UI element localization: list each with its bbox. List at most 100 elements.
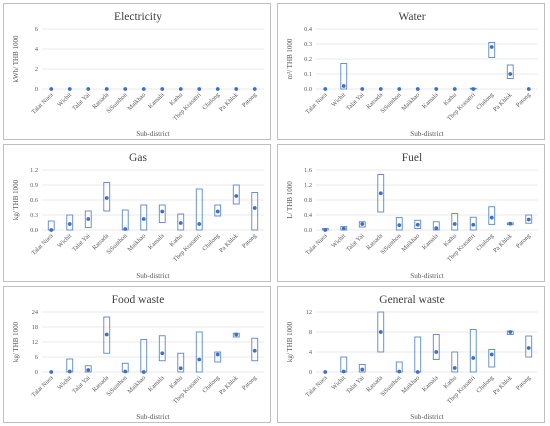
food-waste-ytick-label: 18: [32, 324, 38, 331]
electricity-chart: Electricity 0 2 4 6 kWh/ THB 1000 Talat Nuea Wi…: [12, 11, 264, 138]
gas-xtick-label: Kamala: [147, 232, 166, 251]
general-waste-title: General waste: [379, 294, 444, 306]
water-point-maikhao: [415, 87, 420, 91]
water-box-pa-khlok: [506, 64, 514, 79]
electricity-ytick-label: 0: [35, 86, 38, 93]
panel-general-waste: General waste 0 4 8 12 kg/ THB 1000 Talat Nuea…: [277, 286, 545, 423]
electricity-point-wichit: [67, 87, 72, 91]
gas-point-talat-yai: [86, 217, 91, 221]
food-waste-point-thep-krasattri: [197, 357, 202, 362]
gas-point-ratsada: [104, 196, 109, 200]
gas-xtick-label: Wichit: [56, 232, 73, 249]
electricity-xtick-label: SiSunthon: [105, 91, 129, 115]
fuel-xtick-label: Talat Nuea: [304, 232, 328, 256]
water-xtick-label: Wichit: [330, 91, 347, 108]
water-xtick-label: Maikhao: [400, 91, 421, 112]
panel-water: Water 0.0 0.1 0.2 0.3 0.4 m³/ THB 1000 Talat Nu…: [277, 3, 545, 140]
food-waste-box-chalong: [214, 351, 222, 363]
fuel-point-thep-krasattri: [471, 222, 476, 227]
gas-ytick-label: 0.9: [30, 182, 38, 189]
water-ylabel: m³/ THB 1000: [286, 38, 294, 79]
gas-xtick-label: Maikhao: [126, 232, 147, 253]
general-waste-box-chalong: [488, 349, 496, 368]
water-ytick-label: 0.2: [304, 56, 312, 63]
food-waste-box-talat-yai: [84, 365, 92, 373]
general-waste-box-ratsada: [377, 311, 385, 353]
water-title: Water: [398, 11, 425, 23]
electricity-point-kathu: [178, 87, 183, 91]
general-waste-xtick-label: Talat Yai: [345, 374, 366, 395]
fuel-xtick-label: Pa Khlok: [492, 232, 514, 254]
electricity-xtick-label: Talat Nuea: [30, 91, 54, 115]
food-waste-point-chalong: [215, 352, 220, 357]
gas-ylabel: kg/ THB 1000: [12, 179, 20, 220]
gas-xtick-label: Kathu: [168, 232, 184, 248]
gas-point-thep-krasattri: [197, 222, 202, 226]
water-xtick-label: Kathu: [442, 91, 458, 107]
fuel-point-talat-nuea: [323, 228, 328, 232]
general-waste-xtick-label: Kathu: [442, 374, 458, 390]
food-waste-xtick-label: Maikhao: [126, 374, 147, 395]
food-waste-xtick-label: Talat Yai: [71, 374, 92, 395]
general-waste-point-pa-khlok: [508, 330, 513, 334]
electricity-point-maikhao: [141, 87, 146, 91]
fuel-point-chalong: [489, 215, 494, 220]
water-ytick-label: 0.4: [304, 26, 313, 33]
water-ytick-label: 0.0: [304, 86, 312, 93]
general-waste-box-maikhao: [414, 336, 422, 373]
general-waste-xtick-label: Wichit: [330, 374, 347, 391]
food-waste-ytick-label: 24: [32, 309, 39, 316]
general-waste-xlabel: Sub-district: [410, 413, 444, 421]
food-waste-title: Food waste: [112, 294, 165, 306]
electricity-point-talat-nuea: [49, 87, 54, 91]
water-point-patong: [526, 87, 531, 91]
food-waste-xlabel: Sub-district: [136, 413, 170, 421]
fuel-ytick-label: 0.8: [304, 197, 312, 204]
food-waste-point-pa-khlok: [234, 332, 239, 337]
fuel-box-maikhao: [414, 219, 422, 229]
electricity-point-patong: [252, 87, 257, 91]
panel-fuel: Fuel 0.0 0.4 0.8 1.2 1.6 L/ THB 1000 Talat Nuea…: [277, 144, 545, 282]
electricity-ytick-label: 2: [35, 66, 38, 73]
water-box-wichit: [340, 63, 348, 90]
fuel-point-pa-khlok: [508, 221, 513, 226]
fuel-xtick-label: SiSunthon: [379, 232, 403, 256]
fuel-point-patong: [526, 217, 531, 222]
panel-electricity: Electricity 0 2 4 6 kWh/ THB 1000 Talat Nuea Wi…: [3, 3, 271, 140]
general-waste-box-kathu: [451, 351, 459, 373]
fuel-ytick-label: 1.2: [304, 182, 312, 189]
fuel-xtick-label: Patong: [515, 232, 533, 250]
fuel-xlabel: Sub-district: [410, 272, 444, 280]
electricity-xtick-label: Pa Khlok: [218, 91, 240, 113]
gas-ytick-label: 0.0: [30, 227, 38, 234]
general-waste-box-kamala: [432, 334, 440, 360]
general-waste-ytick-label: 4: [309, 349, 313, 356]
electricity-ylabel: kWh/ THB 1000: [12, 35, 20, 82]
food-waste-ylabel: kg/ THB 1000: [12, 321, 20, 362]
gas-box-pa-khlok: [232, 184, 240, 205]
water-xtick-label: Talat Yai: [345, 91, 366, 112]
gas-point-maikhao: [141, 217, 146, 221]
electricity-xtick-label: Kamala: [147, 91, 166, 110]
food-waste-xtick-label: Wichit: [56, 374, 73, 391]
food-waste-box-thep-krasattri: [195, 331, 203, 373]
general-waste-point-wichit: [341, 369, 346, 374]
gas-xlabel: Sub-district: [136, 272, 170, 280]
gas-point-patong: [252, 206, 257, 210]
fuel-point-talat-yai: [360, 222, 365, 226]
gas-ytick-label: 1.2: [30, 167, 38, 174]
fuel-box-sisunthon: [395, 217, 403, 231]
food-waste-point-wichit: [67, 369, 72, 374]
gas-title: Gas: [129, 152, 147, 164]
fuel-ytick-label: 1.6: [304, 167, 312, 174]
gas-box-thep-krasattri: [195, 188, 203, 231]
fuel-xtick-label: Kathu: [442, 232, 458, 248]
panel-gas: Gas 0.0 0.3 0.6 0.9 1.2 kg/ THB 1000 Talat Nuea…: [3, 144, 271, 282]
electricity-xlabel: Sub-district: [136, 130, 170, 138]
water-xtick-label: Patong: [515, 91, 533, 109]
food-waste-chart: Food waste 0 6 12 18 24 kg/ THB 1000 Talat Nuea…: [12, 294, 264, 421]
water-point-talat-yai: [360, 87, 365, 91]
general-waste-point-maikhao: [415, 370, 420, 374]
electricity-point-pa-khlok: [234, 87, 239, 91]
fuel-box-patong: [525, 214, 533, 224]
